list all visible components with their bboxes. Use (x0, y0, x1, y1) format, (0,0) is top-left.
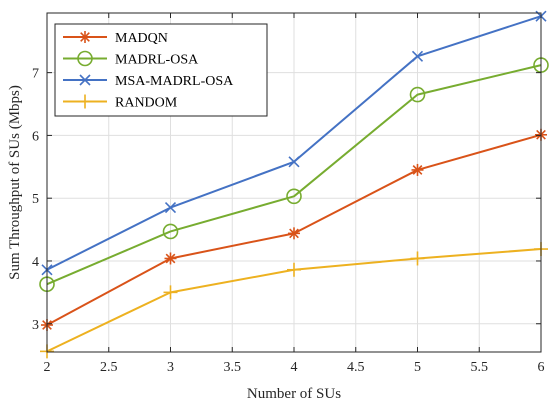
x-tick-label: 3 (167, 360, 174, 375)
data-point (287, 262, 301, 277)
series-line (46, 64, 542, 286)
x-tick-label: 2 (44, 360, 51, 375)
data-point (164, 252, 177, 265)
data-point (286, 188, 302, 205)
data-point (288, 156, 300, 168)
y-tick-label: 3 (32, 318, 39, 333)
data-point (162, 223, 179, 240)
legend-marker (77, 50, 93, 67)
series-madrl-osa (39, 57, 549, 293)
series-layer (39, 10, 549, 359)
legend-label: RANDOM (115, 96, 178, 111)
x-tick-label: 3.5 (224, 360, 242, 375)
data-point (164, 202, 177, 214)
x-axis-label: Number of SUs (247, 386, 341, 402)
legend-items: MADQN MADRL-OSA MSA-MADRL-OSA RANDOM (63, 31, 234, 111)
y-tick-label: 7 (32, 67, 39, 82)
legend-marker (78, 94, 92, 109)
ticks: 2 2.5 3 3.5 4 4.5 5 5.5 6 3 4 5 6 7 (32, 13, 545, 375)
x-tick-label: 2.5 (100, 360, 118, 375)
data-point (163, 285, 178, 300)
legend-item: RANDOM (63, 94, 178, 111)
data-point (411, 163, 424, 176)
legend-label: MADRL-OSA (115, 53, 199, 68)
x-tick-label: 5 (414, 360, 421, 375)
series-msa-madrl-osa (41, 10, 547, 276)
legend: MADQN MADRL-OSA MSA-MADRL-OSA RANDOM (54, 23, 268, 117)
legend-item: MADQN (63, 31, 168, 46)
y-tick-label: 6 (32, 129, 39, 144)
legend-marker (79, 74, 91, 86)
y-tick-label: 5 (32, 192, 39, 207)
legend-item: MSA-MADRL-OSA (63, 74, 234, 89)
x-tick-label: 6 (538, 360, 545, 375)
x-tick-label: 4 (291, 360, 298, 375)
data-point (410, 251, 425, 266)
legend-label: MSA-MADRL-OSA (115, 74, 234, 89)
legend-item: MADRL-OSA (63, 50, 199, 68)
data-point (288, 227, 300, 240)
x-tick-label: 4.5 (347, 360, 365, 375)
x-tick-label: 5.5 (471, 360, 489, 375)
legend-label: MADQN (115, 31, 168, 46)
legend-marker (79, 31, 91, 43)
data-point (409, 86, 426, 103)
y-tick-label: 4 (32, 255, 39, 270)
data-point (411, 50, 424, 62)
grid (46, 13, 542, 352)
y-axis-label: Sum Throughput of SUs (Mbps) (7, 85, 23, 280)
